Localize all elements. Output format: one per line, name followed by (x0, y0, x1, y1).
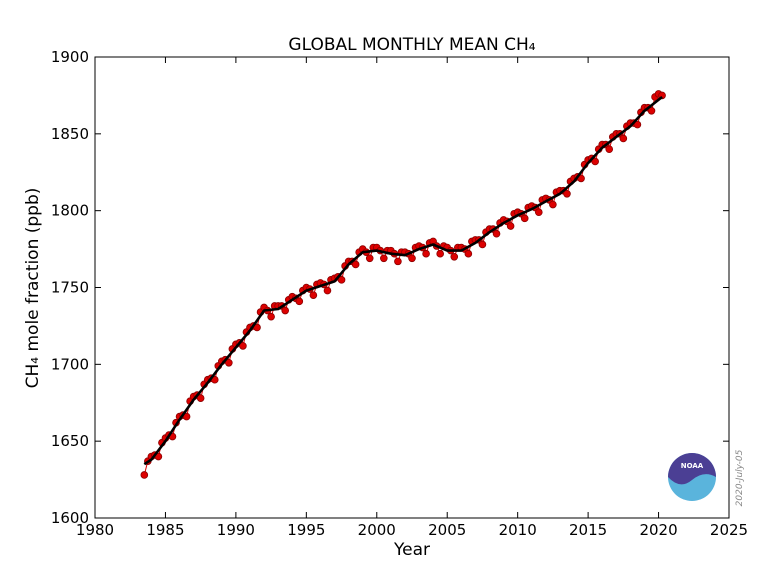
y-axis-label: CH₄ mole fraction (ppb) (23, 188, 43, 389)
data-point (591, 157, 599, 166)
data-point (464, 249, 473, 258)
date-stamp: 2020-July-05 (735, 449, 745, 506)
logo-top (668, 453, 716, 485)
y-tick-label: 1900 (51, 48, 89, 66)
data-point (365, 254, 374, 263)
x-tick-label: 2000 (358, 521, 396, 539)
logo-text: NOAA (681, 462, 704, 470)
y-tick-label: 1800 (51, 202, 89, 220)
data-point (549, 200, 557, 209)
data-point (506, 222, 515, 230)
noaa-logo: NOAA (668, 453, 716, 501)
data-point (408, 254, 416, 263)
data-point (647, 106, 656, 115)
data-point (478, 240, 487, 249)
data-point (225, 358, 233, 367)
data-point (619, 134, 628, 143)
data-point (337, 276, 346, 284)
data-point (605, 145, 614, 154)
data-point (140, 471, 149, 479)
data-point (380, 254, 388, 263)
data-point (394, 257, 402, 266)
x-tick-label: 2020 (639, 521, 677, 539)
x-tick-label: 2025 (710, 521, 748, 539)
x-tick-label: 2015 (569, 521, 607, 539)
data-point (309, 291, 318, 299)
data-point (281, 306, 290, 315)
y-tick-label: 1850 (51, 125, 89, 143)
data-point (295, 297, 304, 306)
data-point (422, 249, 430, 258)
x-tick-label: 1980 (76, 521, 114, 539)
x-tick-label: 1990 (217, 521, 255, 539)
data-point (239, 342, 247, 350)
x-tick-label: 1985 (146, 521, 184, 539)
data-point (633, 120, 642, 129)
y-tick-label: 1750 (51, 279, 89, 297)
y-tick-label: 1600 (51, 509, 89, 527)
data-point (534, 208, 543, 217)
data-point (267, 312, 275, 321)
data-point (563, 189, 571, 198)
data-point (520, 214, 529, 223)
trend-line (143, 95, 663, 466)
x-axis-label: Year (393, 540, 430, 560)
data-point (351, 260, 360, 269)
data-point (492, 229, 501, 238)
data-point (450, 252, 459, 261)
x-tick-label: 1995 (287, 521, 325, 539)
y-tick-label: 1650 (51, 432, 89, 450)
y-tick-label: 1700 (51, 355, 89, 373)
x-tick-label: 2010 (499, 521, 537, 539)
data-point (436, 249, 444, 258)
chart-title: GLOBAL MONTHLY MEAN CH₄ (288, 35, 535, 55)
x-tick-label: 2005 (428, 521, 466, 539)
data-point (196, 394, 205, 402)
data-point (323, 286, 332, 295)
